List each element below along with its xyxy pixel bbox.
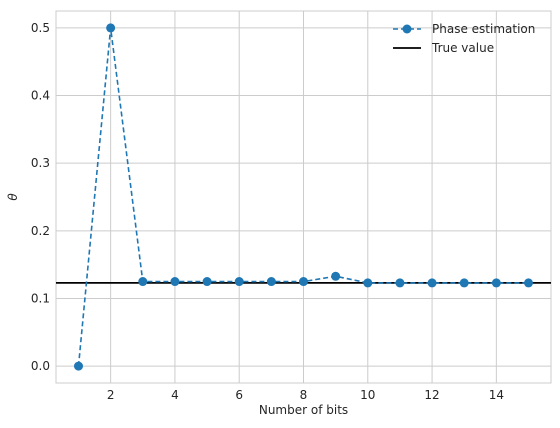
grid: [56, 11, 551, 383]
x-tick-label: 8: [300, 388, 308, 402]
phase-estimation-point: [170, 277, 180, 287]
y-axis-label: θ: [6, 193, 20, 201]
phase-estimation-point: [331, 271, 341, 281]
y-axis-ticks: 0.0 0.1 0.2 0.3 0.4 0.5: [31, 21, 50, 373]
phase-estimation-point: [491, 278, 501, 288]
phase-estimation-point: [234, 277, 244, 287]
phase-estimation-point: [138, 277, 148, 287]
phase-estimation-point: [524, 278, 533, 288]
y-tick-label: 0.4: [31, 89, 50, 103]
x-tick-label: 2: [107, 388, 115, 402]
y-tick-label: 0.2: [31, 224, 50, 238]
phase-estimation-point: [299, 277, 308, 287]
legend-phase-estimation-marker: [402, 24, 412, 34]
phase-estimation-point: [363, 278, 373, 288]
phase-estimation-point: [427, 278, 437, 288]
x-axis-label: Number of bits: [259, 403, 348, 417]
x-tick-label: 4: [171, 388, 179, 402]
y-tick-label: 0.3: [31, 156, 50, 170]
phase-estimation-point: [266, 277, 276, 287]
x-tick-label: 14: [489, 388, 504, 402]
plot-frame: [55, 10, 552, 384]
phase-estimation-point: [202, 277, 212, 287]
phase-estimation-point: [459, 278, 469, 288]
series-layer: [56, 23, 551, 371]
legend-phase-estimation-label: Phase estimation: [432, 22, 535, 36]
x-axis-ticks: 2 4 6 8 10 12 14: [107, 388, 504, 402]
y-tick-label: 0.5: [31, 21, 50, 35]
x-tick-label: 12: [424, 388, 439, 402]
y-tick-label: 0.1: [31, 291, 50, 305]
phase-estimation-point: [395, 278, 405, 288]
phase-estimation-point: [74, 361, 83, 371]
legend: Phase estimation True value: [393, 22, 535, 55]
legend-true-value-label: True value: [431, 41, 494, 55]
x-tick-label: 6: [235, 388, 243, 402]
x-tick-label: 10: [360, 388, 375, 402]
phase-estimation-point: [106, 23, 116, 33]
y-tick-label: 0.0: [31, 359, 50, 373]
